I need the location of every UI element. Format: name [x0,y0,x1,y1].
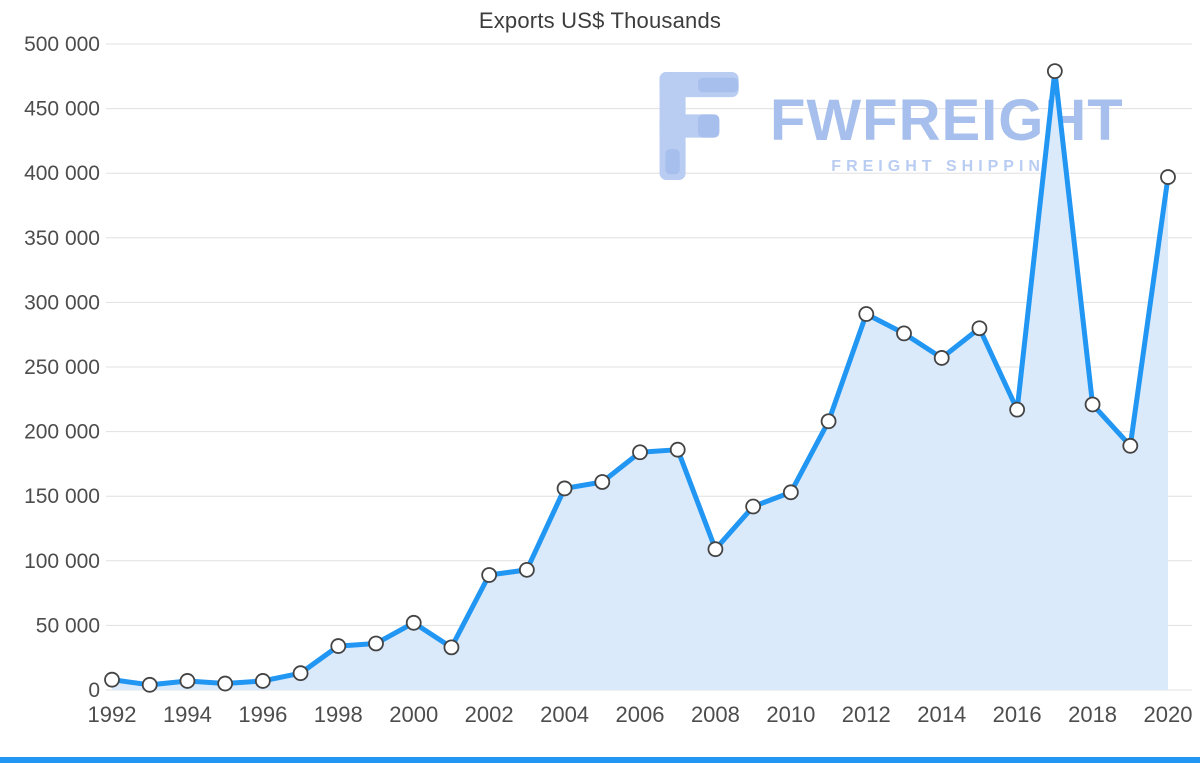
watermark-tagline-text: FREIGHT SHIPPING [831,158,1063,175]
x-axis-label: 2002 [465,702,514,727]
data-point-marker[interactable] [971,320,988,337]
data-point-marker[interactable] [782,484,799,501]
data-point-marker[interactable] [1046,63,1063,80]
data-point-marker[interactable] [556,480,573,497]
data-point-marker[interactable] [330,638,347,654]
y-axis-label: 450 000 [24,98,100,121]
bottom-accent-bar [0,757,1200,763]
data-point-marker[interactable] [896,325,912,342]
data-point-marker[interactable] [104,671,120,688]
data-point-marker[interactable] [933,350,950,366]
chart-title: Exports US$ Thousands [478,8,722,33]
y-axis-label: 100 000 [24,550,100,573]
data-point-marker[interactable] [1084,396,1101,413]
data-point-marker[interactable] [707,541,724,558]
y-axis-label: 300 000 [24,291,100,314]
x-axis-label: 2004 [540,702,589,727]
data-point-marker[interactable] [1160,169,1176,185]
y-axis-label: 50 000 [36,614,100,637]
x-axis-label: 1996 [238,702,287,727]
x-axis-label: 2016 [993,702,1042,727]
x-axis-label: 2008 [691,702,740,727]
data-point-marker[interactable] [179,673,196,689]
data-point-marker[interactable] [443,639,460,656]
data-point-marker[interactable] [368,635,384,652]
data-point-marker[interactable] [217,675,234,692]
x-axis-label: 2018 [1068,702,1117,727]
data-point-marker[interactable] [820,413,837,430]
area-fill [112,71,1168,690]
y-axis-label: 500 000 [24,33,100,56]
data-point-marker[interactable] [254,673,271,689]
data-point-marker[interactable] [594,474,611,490]
x-axis-label: 1998 [314,702,363,727]
x-axis-label: 2020 [1144,702,1193,727]
data-point-marker[interactable] [745,498,762,515]
data-point-marker[interactable] [405,614,422,631]
x-axis-label: 1992 [88,702,137,727]
data-point-marker[interactable] [292,665,309,682]
data-point-marker[interactable] [669,441,686,458]
fwfreight-logo-icon [659,72,739,180]
x-axis-label: 2010 [766,702,815,727]
x-axis-label: 2012 [842,702,891,727]
x-axis-label: 2000 [389,702,438,727]
y-axis-label: 350 000 [24,227,100,250]
y-axis-label: 150 000 [24,485,100,508]
x-axis-label: 2014 [917,702,966,727]
data-point-marker[interactable] [518,561,535,578]
y-axis-label: 0 [88,679,100,702]
data-point-marker[interactable] [858,306,875,322]
data-point-marker[interactable] [481,567,498,583]
y-axis-label: 250 000 [24,356,100,379]
y-axis-label: 400 000 [24,162,100,185]
data-point-marker[interactable] [1122,437,1139,454]
x-axis-label: 2006 [616,702,665,727]
data-point-marker[interactable] [1009,401,1026,418]
y-axis-label: 200 000 [24,421,100,444]
data-point-marker[interactable] [141,676,158,693]
data-point-marker[interactable] [632,444,648,461]
x-axis-label: 1994 [163,702,212,727]
